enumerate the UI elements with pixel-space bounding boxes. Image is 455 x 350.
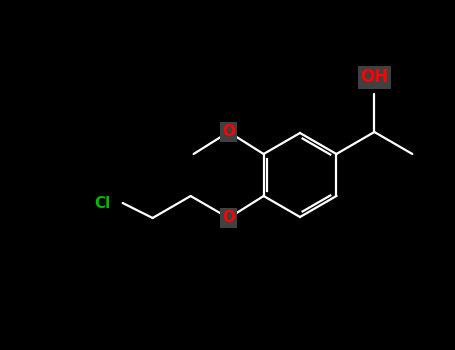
Text: Cl: Cl [94, 196, 111, 210]
Text: O: O [222, 125, 235, 140]
Text: OH: OH [360, 68, 389, 86]
Text: O: O [222, 210, 235, 225]
